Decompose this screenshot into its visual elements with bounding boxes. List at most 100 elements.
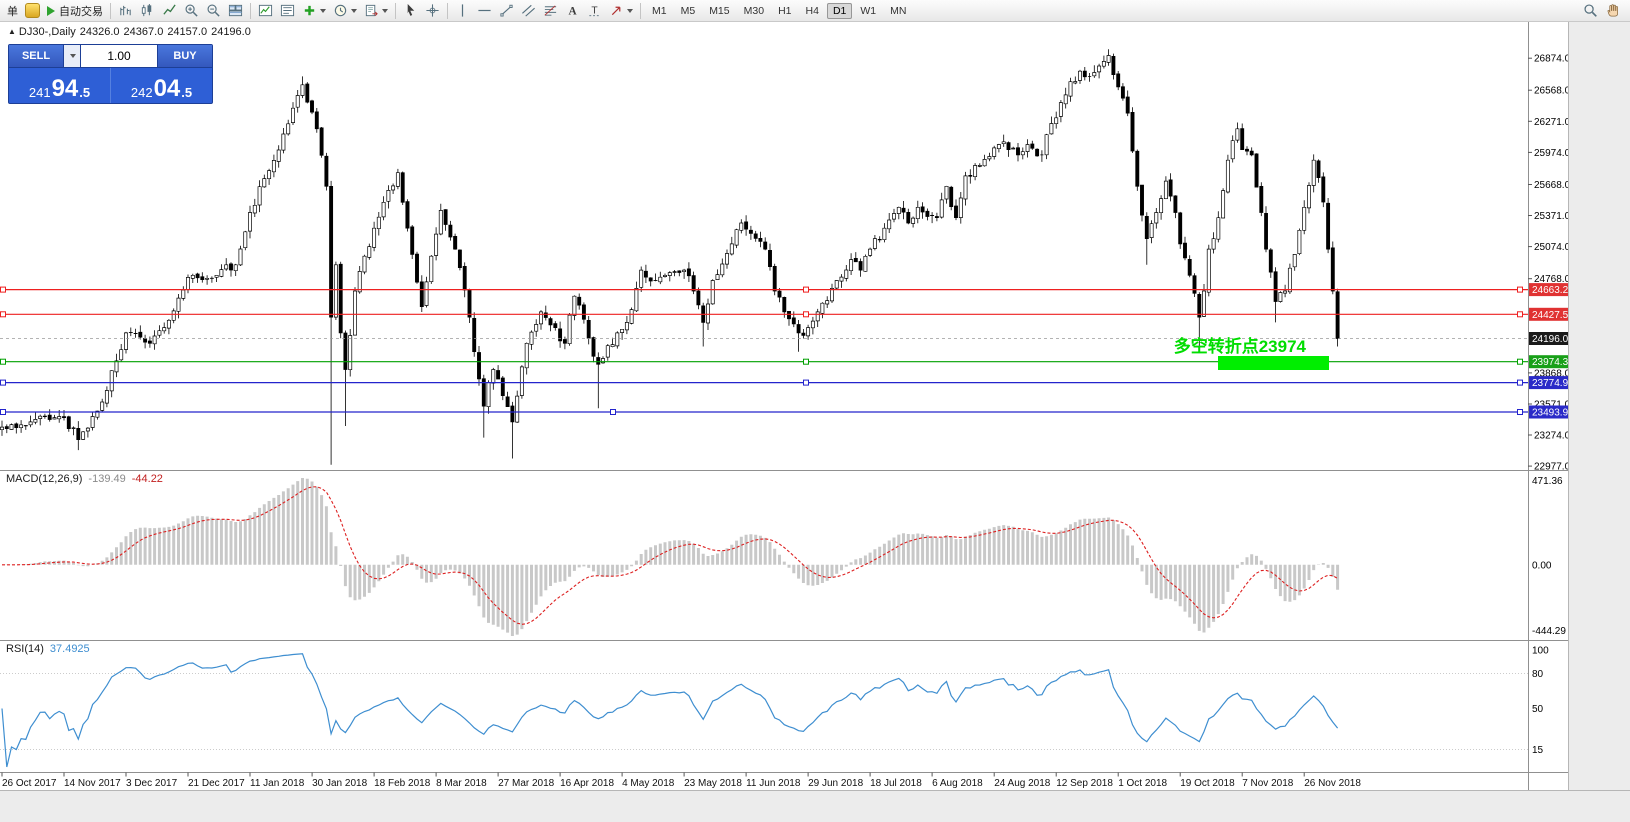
clock-icon [334, 4, 347, 17]
time-axis-label: 1 Oct 2018 [1118, 778, 1167, 789]
zoom-out-button[interactable] [203, 2, 224, 20]
fibonacci-button[interactable] [540, 2, 561, 20]
trendline-button[interactable] [496, 2, 517, 20]
volume-dropdown-button[interactable] [63, 45, 81, 67]
indicators-button[interactable] [255, 2, 276, 20]
price-badge [1529, 307, 1568, 321]
templates-icon [365, 4, 378, 17]
vertical-line-button[interactable] [452, 2, 473, 20]
line-handle[interactable] [803, 358, 809, 365]
autotrading-button[interactable]: 自动交易 [44, 2, 106, 20]
tile-windows-button[interactable] [225, 2, 246, 20]
line-handle[interactable] [1517, 311, 1523, 318]
new-order-button[interactable]: 单 [4, 2, 21, 20]
arrows-button[interactable] [606, 2, 636, 20]
cursor-button[interactable] [400, 2, 421, 20]
new-chart-button[interactable] [299, 2, 329, 20]
horizontal-line-icon [478, 9, 491, 12]
price-badge-label: 23493.9 [1532, 408, 1568, 419]
toolbar-right-group [1580, 2, 1626, 20]
time-axis-label: 16 Apr 2018 [560, 778, 614, 789]
sell-price[interactable]: 241 94.5 [9, 68, 110, 103]
bar-chart-button[interactable] [115, 2, 136, 20]
price-axis-label: 22977.0 [1534, 462, 1568, 473]
sell-button[interactable]: SELL [9, 45, 63, 67]
macd-axis-label: -444.29 [1532, 626, 1566, 637]
timeframe-button-M30[interactable]: M30 [743, 4, 765, 17]
hand-icon [1607, 4, 1618, 17]
templates-button[interactable] [361, 2, 391, 20]
timeframe-button-H1[interactable]: H1 [778, 4, 792, 17]
horizontal-line-button[interactable] [474, 2, 495, 20]
trade-panel-controls: SELL 1.00 BUY [9, 45, 212, 68]
line-handle[interactable] [803, 311, 809, 318]
zoom-in-icon [185, 4, 198, 17]
buy-button[interactable]: BUY [157, 45, 212, 67]
rsi-axis-label: 80 [1532, 669, 1544, 680]
tile-windows-icon [228, 4, 243, 17]
chevron-down-icon [627, 8, 633, 13]
timeframe-button-W1[interactable]: W1 [860, 4, 877, 17]
line-handle[interactable] [610, 409, 616, 415]
line-handle[interactable] [0, 379, 6, 386]
line-handle[interactable] [1517, 379, 1523, 386]
rsi-axis-label: 15 [1532, 745, 1544, 756]
close-value: 24196.0 [211, 26, 251, 38]
annotation-highlight-bar[interactable] [1218, 356, 1329, 370]
timeframe-button-D1[interactable]: D1 [826, 2, 853, 19]
text-label-button[interactable]: T [584, 2, 605, 20]
text-button[interactable]: A [562, 2, 583, 20]
price-badge [1529, 332, 1568, 345]
template-button[interactable] [22, 2, 43, 20]
collapse-panel-icon[interactable]: ▲ [8, 27, 16, 36]
line-handle[interactable] [1517, 409, 1523, 415]
line-handle[interactable] [0, 286, 6, 293]
line-chart-button[interactable] [159, 2, 180, 20]
annotation-text[interactable]: 多空转折点23974 [1174, 336, 1307, 356]
macd-axis-label: 0.00 [1532, 560, 1552, 571]
time-axis-label: 12 Sep 2018 [1056, 778, 1113, 789]
macd-title: MACD(12,26,9) [6, 473, 83, 485]
line-handle[interactable] [803, 286, 809, 293]
buy-price-head: 242 [130, 85, 153, 100]
line-handle[interactable] [1517, 286, 1523, 293]
toolbar-separator [395, 2, 396, 19]
periods-button[interactable] [330, 2, 360, 20]
timeframe-button-H4[interactable]: H4 [805, 4, 819, 17]
crosshair-icon [426, 4, 439, 17]
timeframe-button-M5[interactable]: M5 [680, 4, 696, 17]
objects-list-button[interactable] [277, 2, 298, 20]
macd-header: MACD(12,26,9) -139.49 -44.22 [6, 473, 163, 485]
search-button[interactable] [1580, 2, 1601, 20]
crosshair-button[interactable] [422, 2, 443, 20]
line-handle[interactable] [0, 409, 6, 415]
time-axis-label: 11 Jun 2018 [746, 778, 801, 789]
line-handle[interactable] [803, 379, 809, 386]
zoom-in-button[interactable] [181, 2, 202, 20]
time-axis-label: 8 Mar 2018 [436, 778, 487, 789]
line-chart-icon [163, 4, 176, 15]
price-axis-label: 23274.0 [1534, 431, 1568, 442]
equidistant-channel-button[interactable] [518, 2, 539, 20]
rsi-header: RSI(14) 37.4925 [6, 643, 90, 655]
fibonacci-icon [544, 5, 557, 16]
line-handle[interactable] [0, 311, 6, 318]
chevron-down-icon [382, 8, 388, 13]
candles-bear [4, 55, 1340, 440]
time-axis-label: 6 Aug 2018 [932, 778, 983, 789]
line-handle[interactable] [1517, 358, 1523, 365]
timeframe-button-M15[interactable]: M15 [709, 4, 730, 17]
chart-canvas[interactable]: 多空转折点23974 26874.0 26568.0 26271.0 25974.0 2… [0, 22, 1568, 790]
volume-input[interactable]: 1.00 [81, 45, 157, 67]
timeframe-button-M1[interactable]: M1 [652, 4, 667, 17]
svg-text:A: A [568, 5, 577, 17]
pan-button[interactable] [1603, 2, 1624, 20]
buy-price[interactable]: 242 04.5 [111, 68, 212, 103]
line-handle[interactable] [0, 358, 6, 365]
autotrading-label: 自动交易 [59, 5, 103, 18]
macd-signal-value: -44.22 [131, 473, 163, 485]
timeframe-button-MN[interactable]: MN [890, 4, 907, 17]
price-axis-label: 23868.0 [1534, 368, 1568, 379]
chevron-down-icon [69, 54, 76, 58]
candlestick-chart-button[interactable] [137, 2, 158, 20]
